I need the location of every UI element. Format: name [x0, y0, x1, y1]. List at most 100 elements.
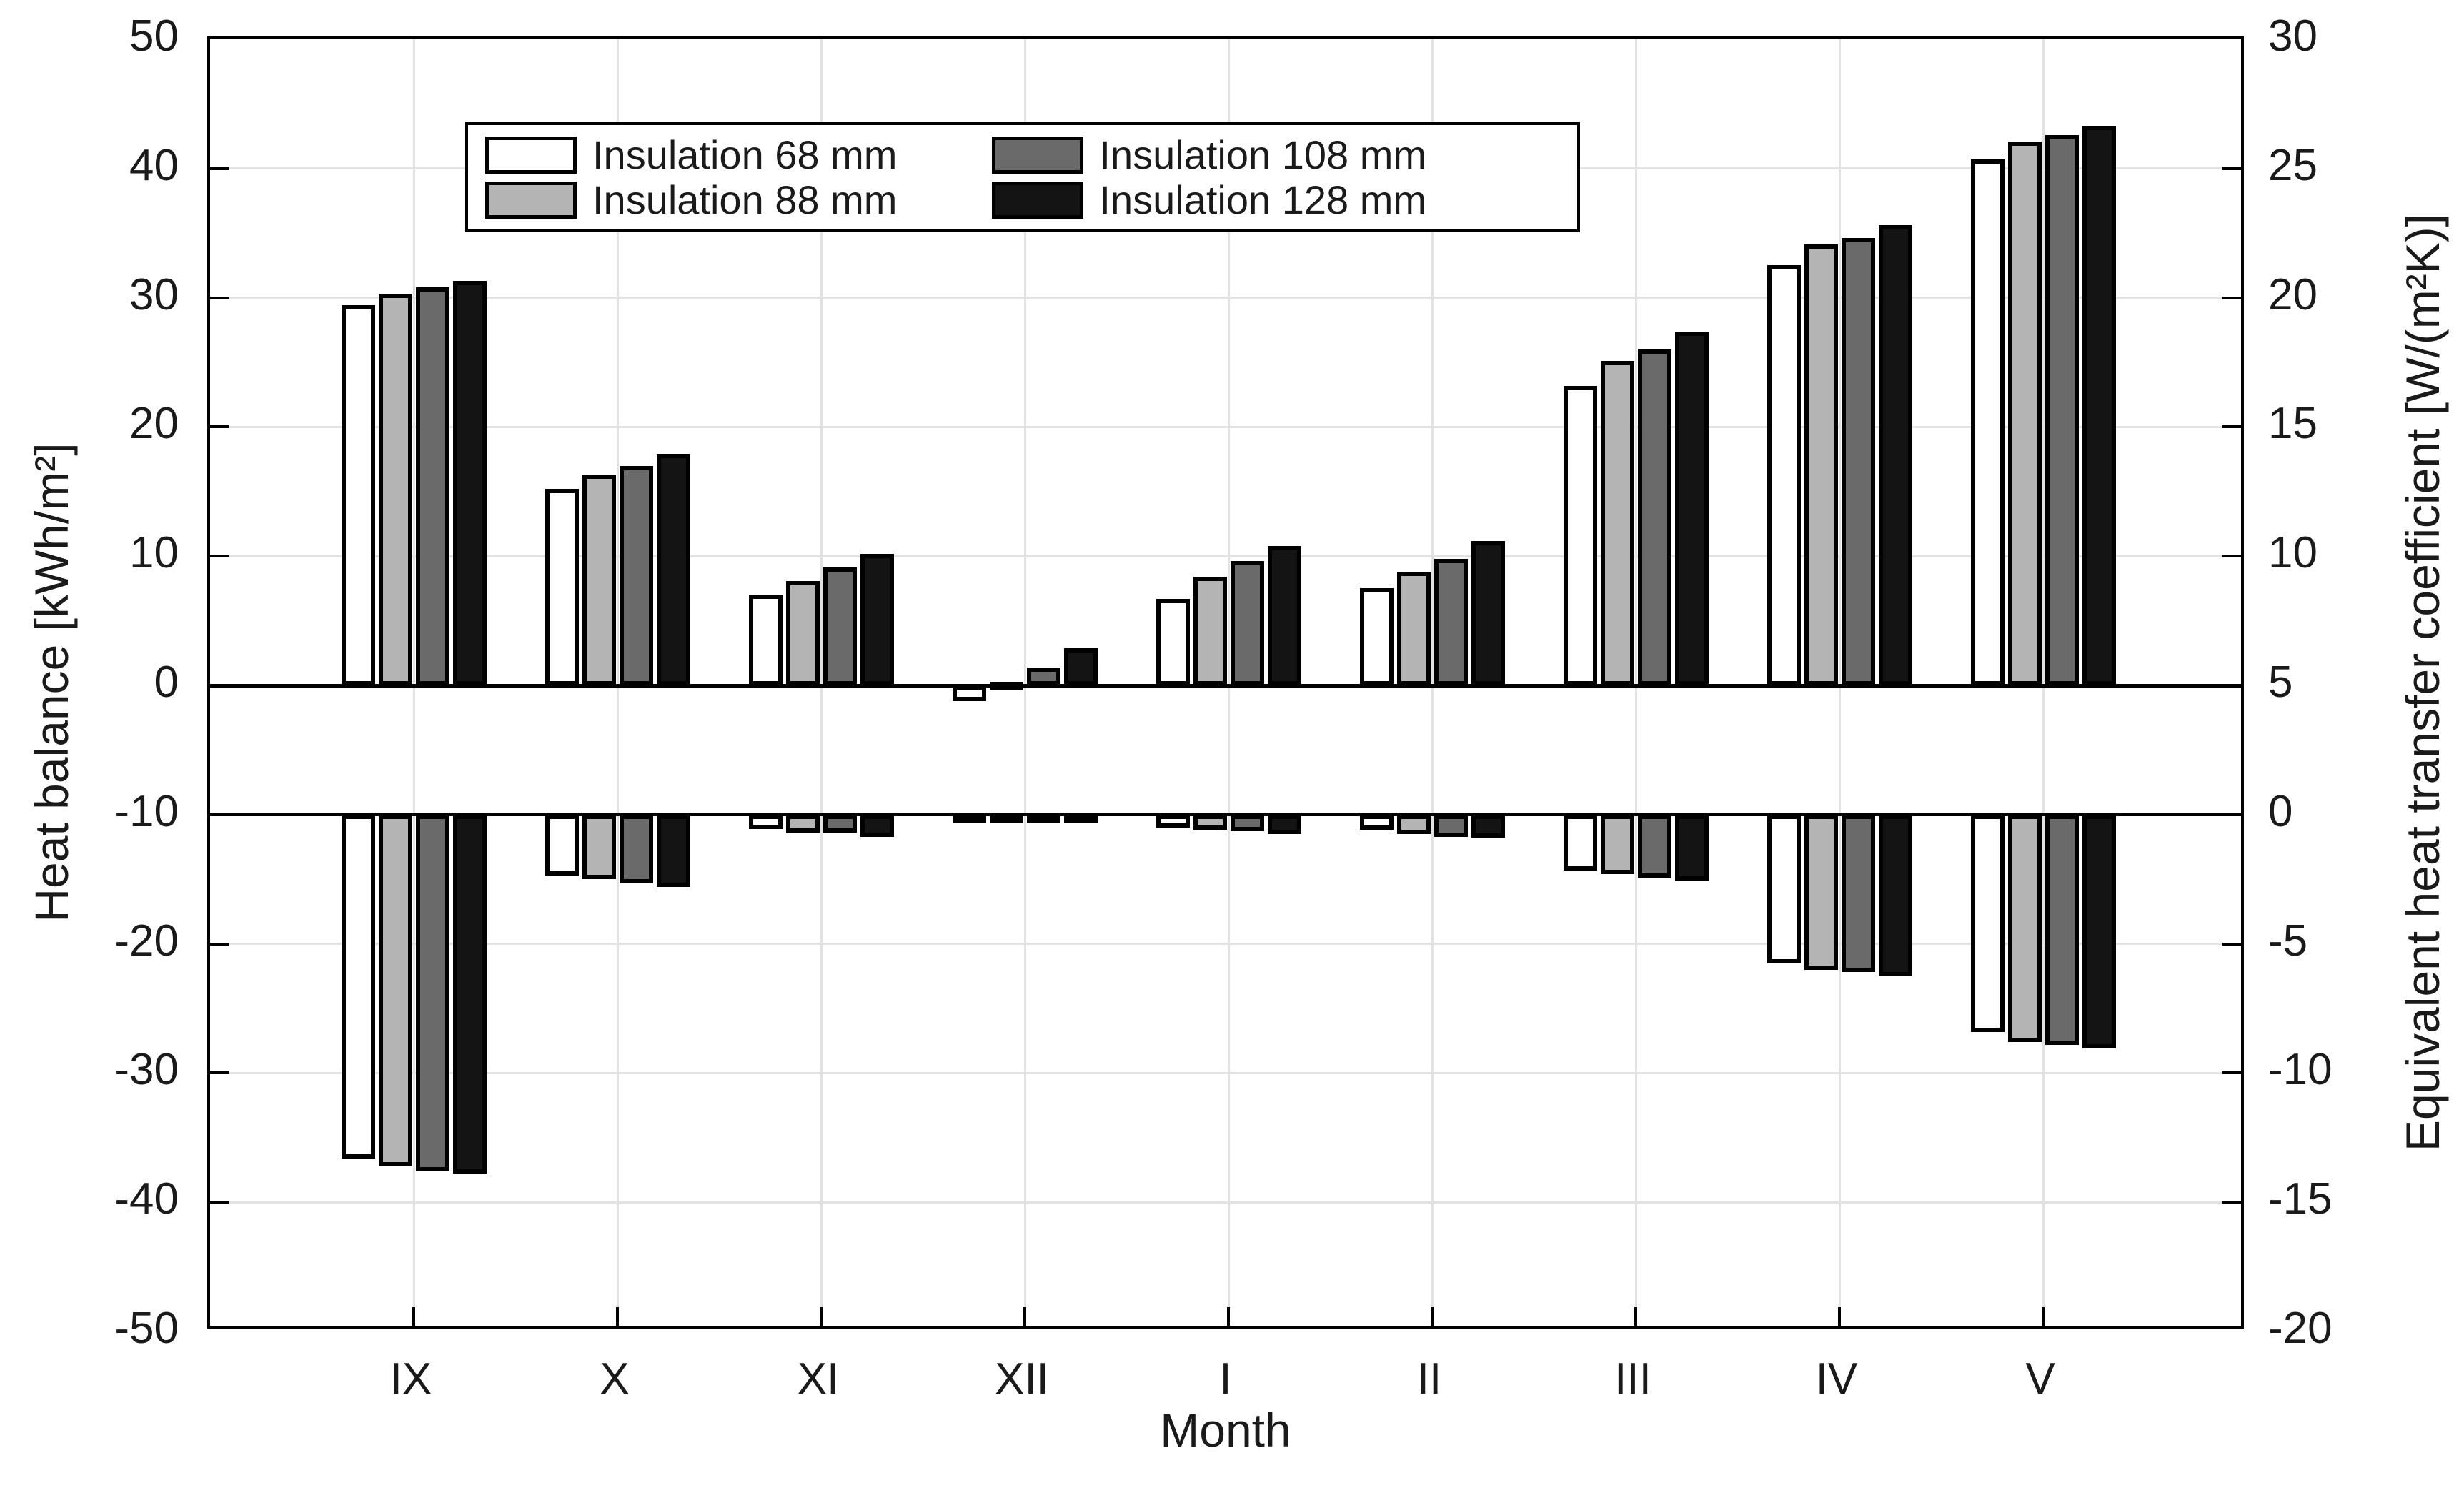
x-tick-label-I: I [1219, 1354, 1232, 1404]
hb-bar-V-Insulation-68-mm [1970, 159, 2005, 685]
htc-bar-XII-Insulation-128-mm [1063, 814, 1098, 823]
y-left-tick-label-40: 40 [129, 140, 179, 190]
left-axis-tick [210, 1071, 229, 1075]
htc-bar-X-Insulation-128-mm [656, 814, 690, 888]
x-tick-label-III: III [1614, 1354, 1651, 1404]
hb-bar-V-Insulation-108-mm [2045, 134, 2079, 685]
legend-label-128mm: Insulation 128 mm [1099, 177, 1426, 222]
y-left-tick-label--30: -30 [114, 1045, 179, 1095]
gridline-horizontal--20 [210, 943, 2241, 946]
legend-label-108mm: Insulation 108 mm [1099, 132, 1426, 177]
legend: Insulation 68 mm Insulation 88 mm Insula… [465, 122, 1580, 232]
gridline-horizontal--30 [210, 1071, 2241, 1074]
gridline-horizontal-30 [210, 297, 2241, 299]
htc-bar-XII-Insulation-88-mm [989, 814, 1023, 823]
htc-bar-IV-Insulation-88-mm [1804, 814, 1838, 970]
left-axis-tick [210, 813, 229, 816]
hb-bar-X-Insulation-128-mm [656, 454, 690, 685]
y-right-tick-label-0: 0 [2268, 786, 2293, 836]
hb-bar-X-Insulation-88-mm [582, 475, 616, 685]
htc-bar-I-Insulation-68-mm [1156, 814, 1190, 828]
left-y-axis-title: Heat balance [kWh/m²] [25, 442, 78, 923]
gridline-horizontal--40 [210, 1201, 2241, 1204]
htc-bar-X-Insulation-68-mm [545, 814, 579, 876]
gridline-vertical-II [1431, 39, 1434, 1326]
htc-bar-IV-Insulation-68-mm [1767, 814, 1801, 963]
right-axis-tick [2222, 813, 2241, 816]
y-left-tick-label-10: 10 [129, 528, 179, 578]
left-axis-tick [210, 555, 229, 558]
gridline-vertical-IX [412, 39, 415, 1326]
htc-bar-XII-Insulation-108-mm [1026, 814, 1060, 823]
legend-label-88mm: Insulation 88 mm [592, 177, 898, 222]
hb-bar-II-Insulation-108-mm [1434, 558, 1468, 685]
gridline-vertical-X [616, 39, 619, 1326]
y-left-tick-label--10: -10 [114, 786, 179, 836]
hb-bar-XII-Insulation-128-mm [1063, 648, 1098, 685]
x-axis-title: Month [1160, 1404, 1291, 1457]
x-tick-label-XI: XI [797, 1354, 840, 1404]
htc-bar-V-Insulation-68-mm [1970, 814, 2005, 1032]
hb-bar-III-Insulation-68-mm [1563, 385, 1597, 685]
htc-bar-III-Insulation-88-mm [1600, 814, 1634, 874]
right-axis-tick [2222, 167, 2241, 170]
htc-bar-II-Insulation-108-mm [1434, 814, 1468, 837]
htc-bar-XII-Insulation-68-mm [952, 814, 986, 823]
right-axis-tick [2222, 555, 2241, 558]
right-axis-tick [2222, 425, 2241, 429]
legend-item-insulation-68mm: Insulation 68 mm [485, 134, 992, 175]
htc-bar-XI-Insulation-88-mm [785, 814, 820, 833]
y-left-tick-label--40: -40 [114, 1174, 179, 1224]
hb-bar-IX-Insulation-128-mm [452, 281, 487, 685]
y-right-tick-label-25: 25 [2268, 140, 2318, 190]
hb-bar-XII-Insulation-88-mm [989, 681, 1023, 690]
y-right-tick-label--15: -15 [2268, 1174, 2333, 1224]
x-tick-label-IX: IX [389, 1354, 432, 1404]
right-axis-tick [2222, 296, 2241, 299]
hb-bar-IX-Insulation-68-mm [341, 305, 375, 685]
x-tick-label-XII: XII [995, 1354, 1049, 1404]
hb-bar-XII-Insulation-108-mm [1026, 667, 1060, 685]
htc-bar-IV-Insulation-128-mm [1878, 814, 1912, 976]
y-right-tick-label--10: -10 [2268, 1045, 2333, 1095]
htc-bar-X-Insulation-108-mm [619, 814, 653, 883]
left-axis-tick [210, 942, 229, 946]
htc-bar-III-Insulation-108-mm [1637, 814, 1671, 878]
hb-bar-XI-Insulation-108-mm [823, 567, 857, 685]
left-axis-tick [210, 1201, 229, 1204]
right-axis-tick [2222, 1201, 2241, 1204]
hb-bar-IX-Insulation-108-mm [415, 287, 449, 685]
htc-bar-II-Insulation-88-mm [1396, 814, 1431, 834]
x-tick-label-IV: IV [1815, 1354, 1858, 1404]
hb-bar-I-Insulation-128-mm [1267, 545, 1301, 685]
legend-swatch-128mm-icon [992, 181, 1084, 219]
htc-bar-IV-Insulation-108-mm [1841, 814, 1875, 973]
hb-bar-III-Insulation-108-mm [1637, 349, 1671, 685]
htc-bar-IX-Insulation-88-mm [378, 814, 412, 1166]
hb-bar-II-Insulation-88-mm [1396, 571, 1431, 685]
heat-balance-baseline [210, 683, 2241, 688]
y-left-tick-label--20: -20 [114, 916, 179, 966]
y-right-tick-label-30: 30 [2268, 11, 2318, 61]
x-tick-label-V: V [2025, 1354, 2055, 1404]
htc-bar-IX-Insulation-128-mm [452, 814, 487, 1174]
left-axis-tick [210, 684, 229, 687]
hb-bar-V-Insulation-88-mm [2007, 141, 2042, 685]
htc-bar-I-Insulation-88-mm [1193, 814, 1227, 830]
htc-bar-X-Insulation-88-mm [582, 814, 616, 880]
right-y-axis-title: Equivalent heat transfer coefficient [W/… [2396, 214, 2449, 1151]
x-tick-label-X: X [600, 1354, 630, 1404]
legend-swatch-108mm-icon [992, 136, 1084, 174]
hb-bar-III-Insulation-88-mm [1600, 361, 1634, 685]
y-right-tick-label--5: -5 [2268, 916, 2308, 966]
htc-bar-XI-Insulation-68-mm [748, 814, 783, 829]
hb-bar-I-Insulation-88-mm [1193, 577, 1227, 685]
hb-bar-II-Insulation-128-mm [1471, 540, 1505, 685]
htc-bar-II-Insulation-68-mm [1359, 814, 1394, 830]
legend-item-insulation-128mm: Insulation 128 mm [992, 177, 1560, 222]
hb-bar-IV-Insulation-108-mm [1841, 238, 1875, 685]
htc-bar-V-Insulation-88-mm [2007, 814, 2042, 1042]
x-axis-tick-IX [412, 1307, 415, 1326]
x-axis-tick-II [1431, 1307, 1434, 1326]
